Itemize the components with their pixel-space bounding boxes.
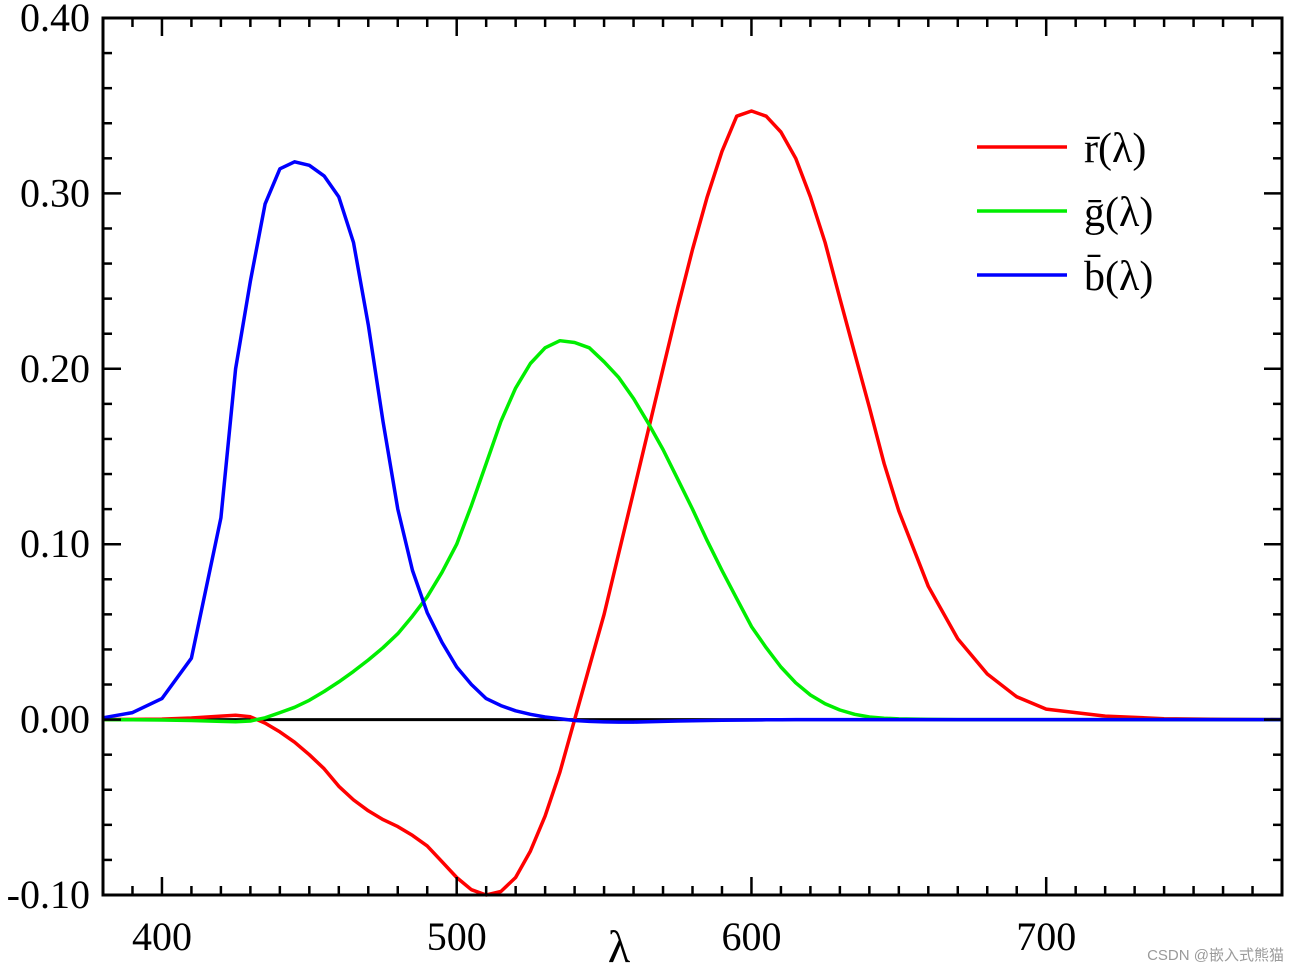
x-tick-label: 500 <box>427 914 487 959</box>
series-line-0 <box>102 109 1283 897</box>
legend: r̄(λ) ḡ(λ) b̄(λ) <box>977 126 1153 300</box>
series-line-1 <box>102 338 1282 724</box>
y-tick-label: 0.40 <box>20 0 90 40</box>
x-tick-label: 600 <box>721 914 781 959</box>
watermark: CSDN @嵌入式熊猫 <box>1147 947 1284 964</box>
x-axis-title: λ <box>608 921 631 972</box>
x-tick-label: 700 <box>1016 914 1076 959</box>
series-line-2 <box>102 160 1282 724</box>
legend-label: b̄(λ) <box>1084 254 1153 300</box>
y-tick-label: 0.30 <box>20 170 90 215</box>
ticks-layer <box>103 16 1284 897</box>
y-tick-label: 0.00 <box>20 697 90 742</box>
y-tick-label: 0.20 <box>20 346 90 391</box>
legend-label: r̄(λ) <box>1084 126 1146 172</box>
labels-layer: 400 500 600 700 0.40 0.30 0.20 0.10 0.00 -0.10 <box>7 0 1077 959</box>
x-tick-label: 400 <box>132 914 192 959</box>
legend-label: ḡ(λ) <box>1084 190 1153 236</box>
y-tick-label: -0.10 <box>7 872 90 917</box>
y-tick-label: 0.10 <box>20 521 90 566</box>
series-layer <box>102 109 1283 897</box>
